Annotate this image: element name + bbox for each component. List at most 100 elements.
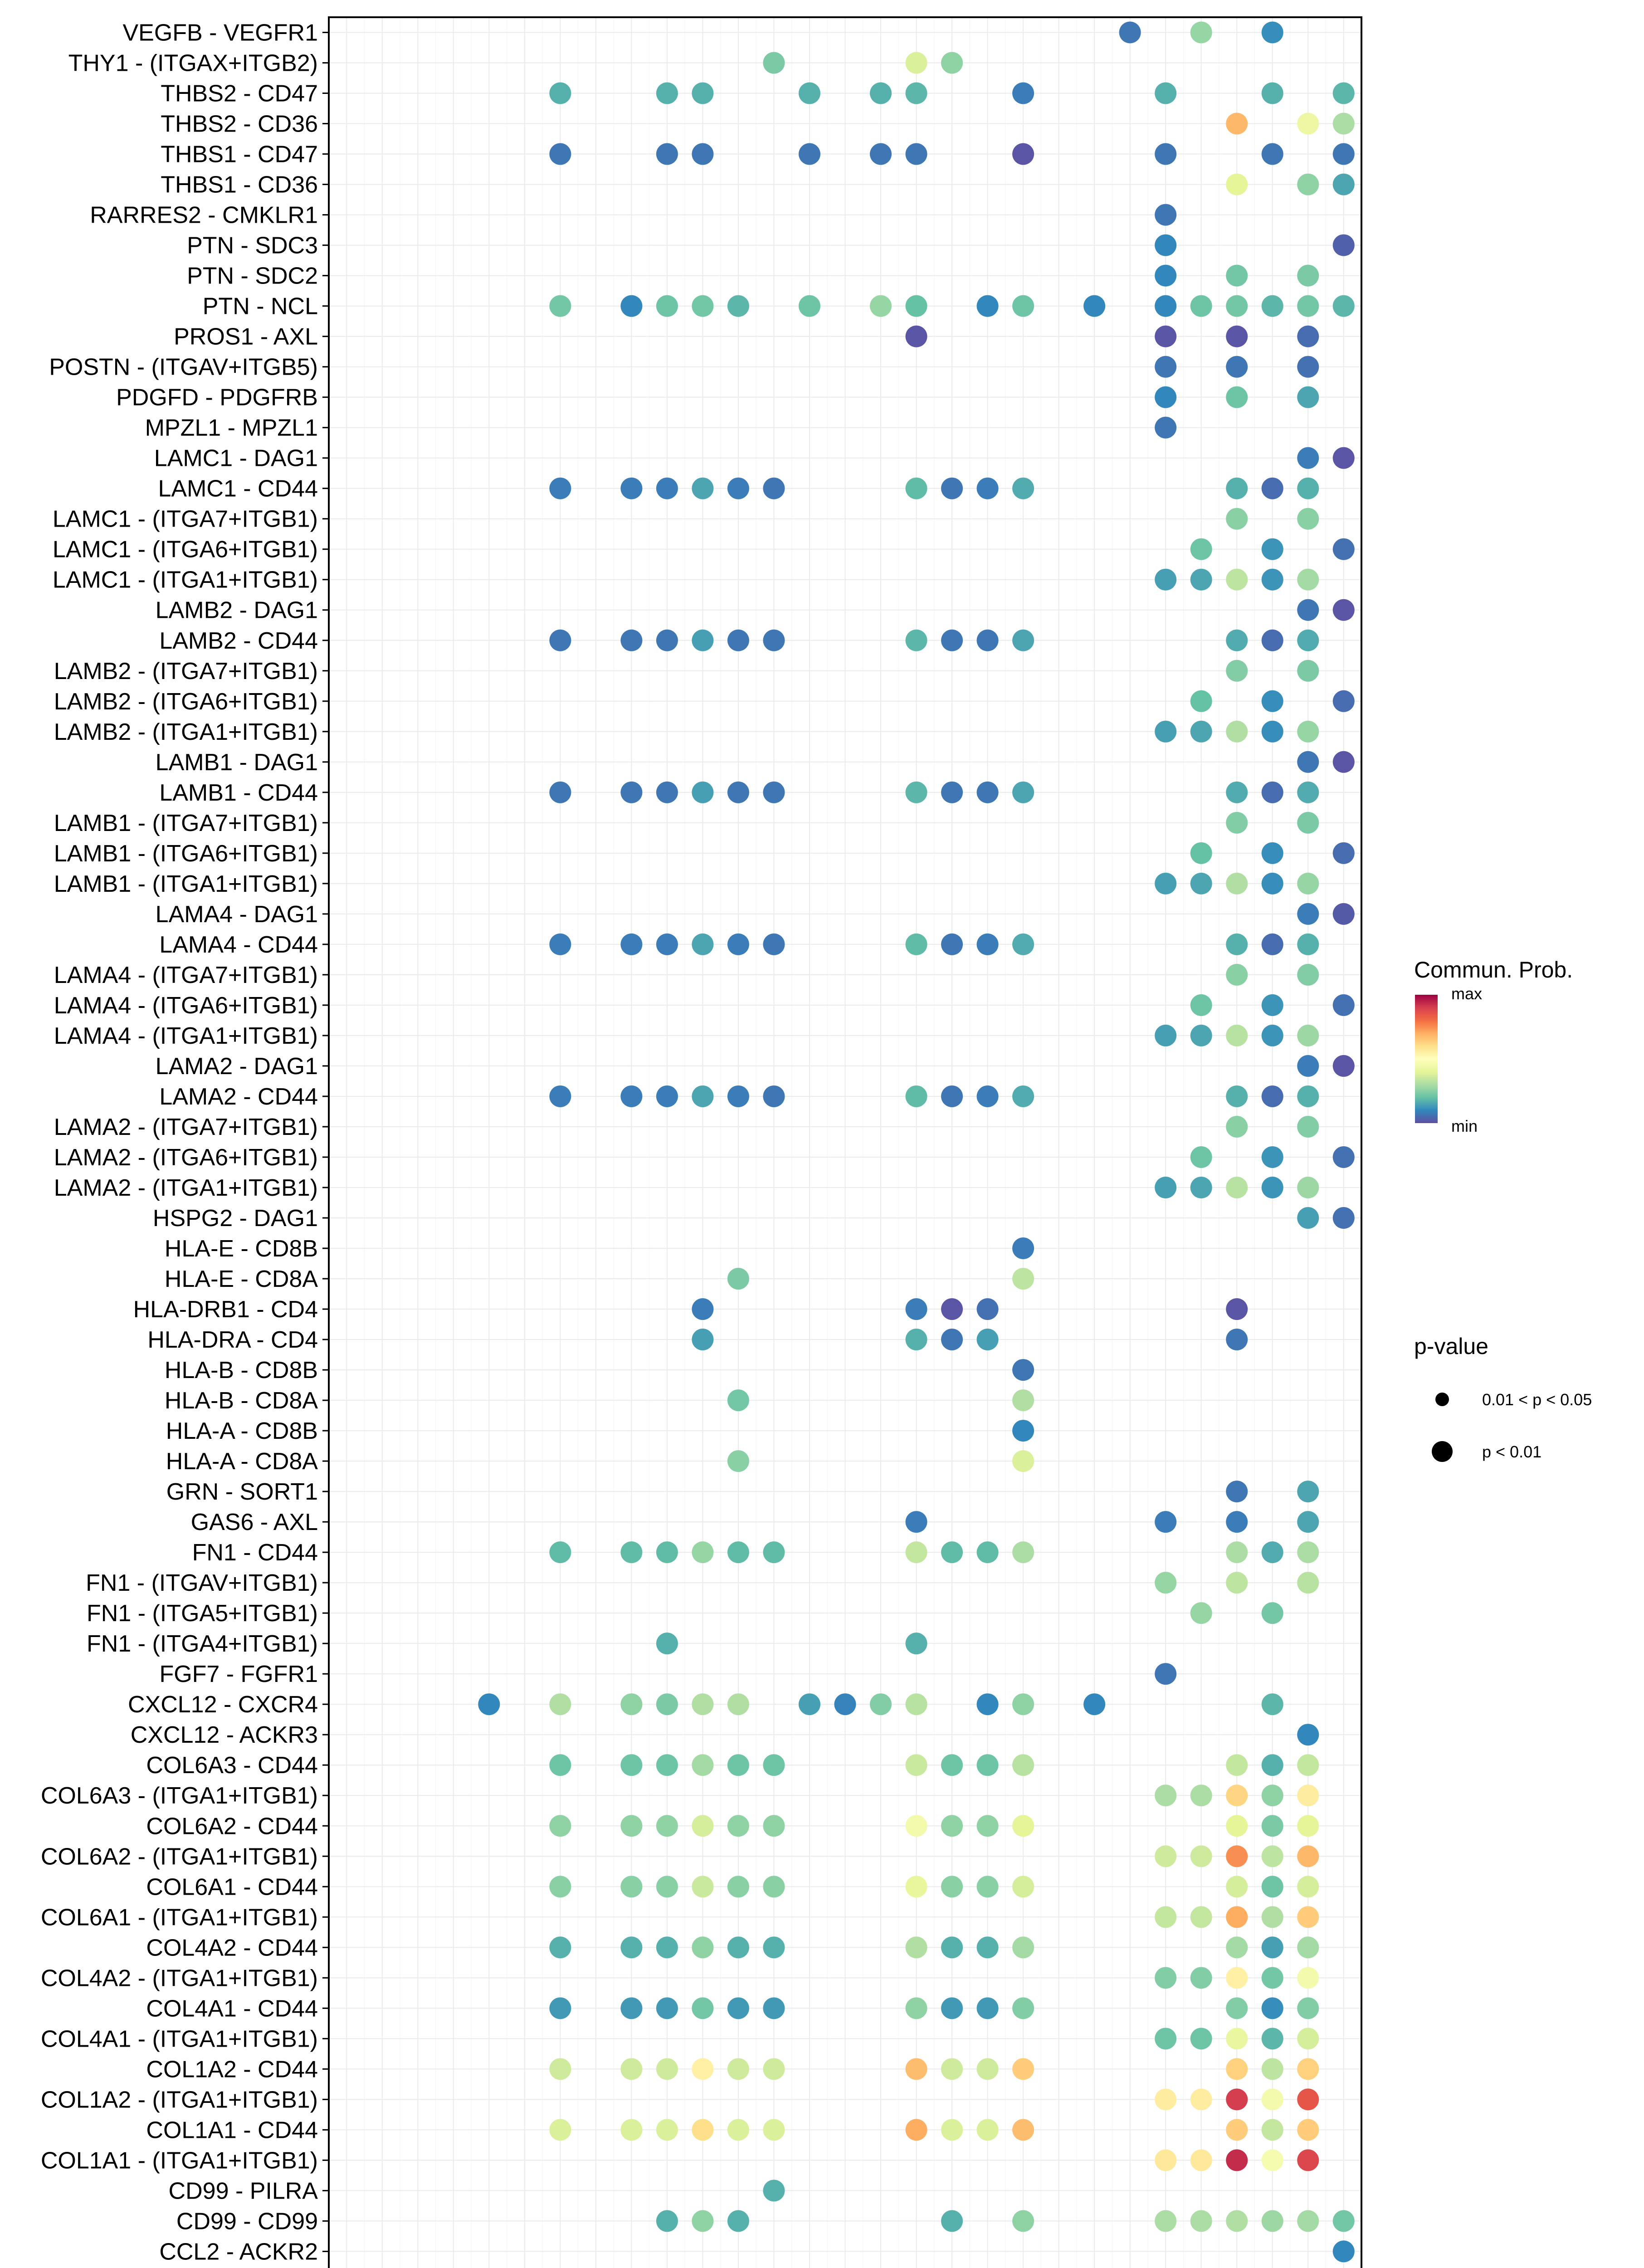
data-point: [1297, 1176, 1319, 1198]
data-point: [692, 2119, 714, 2141]
data-point: [549, 1936, 571, 1959]
data-point: [941, 1085, 963, 1107]
data-point: [656, 82, 678, 104]
data-point: [1012, 1450, 1034, 1472]
data-point: [905, 325, 927, 347]
y-tick-label: FN1 - CD44: [192, 1540, 318, 1566]
data-point: [1297, 508, 1319, 530]
data-point: [1297, 325, 1319, 347]
data-point: [905, 1633, 927, 1655]
y-tick-label: COL4A2 - CD44: [146, 1935, 318, 1961]
data-point: [1190, 295, 1212, 317]
data-point: [1261, 1024, 1283, 1046]
data-point: [1226, 1176, 1248, 1198]
data-point: [656, 2058, 678, 2080]
data-point: [1297, 173, 1319, 196]
data-point: [976, 477, 999, 499]
data-point: [692, 1936, 714, 1959]
data-point: [692, 2210, 714, 2232]
data-point: [763, 1997, 785, 2019]
y-tick-label: LAMB2 - CD44: [159, 628, 318, 654]
data-point: [1155, 1967, 1177, 1989]
data-point: [1012, 477, 1034, 499]
data-point: [620, 1085, 643, 1107]
y-tick-label: CXCL12 - ACKR3: [131, 1722, 318, 1748]
data-point: [1226, 660, 1248, 682]
y-tick-label: MPZL1 - MPZL1: [145, 415, 318, 441]
y-tick-label: THY1 - (ITGAX+ITGB2): [68, 50, 318, 77]
data-point: [1332, 1146, 1355, 1168]
y-tick-label: LAMB1 - DAG1: [156, 749, 318, 776]
data-point: [1226, 2210, 1248, 2232]
data-point: [1190, 842, 1212, 864]
data-point: [763, 2180, 785, 2202]
y-tick-label: LAMB2 - (ITGA6+ITGB1): [54, 689, 318, 715]
size-legend-title: p-value: [1414, 1334, 1488, 1359]
data-point: [1155, 1663, 1177, 1685]
data-point: [656, 1754, 678, 1776]
data-point: [656, 1085, 678, 1107]
y-tick-label: FN1 - (ITGA4+ITGB1): [87, 1631, 318, 1657]
data-point: [1190, 872, 1212, 894]
data-point: [1155, 386, 1177, 408]
data-point: [692, 82, 714, 104]
data-point: [1155, 356, 1177, 378]
data-point: [1226, 1298, 1248, 1320]
data-point: [727, 1541, 749, 1564]
data-point: [905, 1511, 927, 1533]
data-point: [692, 1815, 714, 1837]
data-point: [1297, 295, 1319, 317]
y-tick-label: LAMB1 - CD44: [159, 780, 318, 806]
data-point: [976, 1541, 999, 1564]
data-point: [1261, 1845, 1283, 1867]
data-point: [1261, 2119, 1283, 2141]
data-point: [1190, 2210, 1212, 2232]
y-tick-label: LAMA4 - (ITGA6+ITGB1): [54, 992, 318, 1019]
data-point: [1226, 2088, 1248, 2111]
data-point: [1012, 1541, 1034, 1564]
data-point: [1190, 21, 1212, 44]
data-point: [976, 2119, 999, 2141]
data-point: [763, 1936, 785, 1959]
size-legend-small-key: [1435, 1393, 1449, 1406]
data-point: [905, 933, 927, 955]
data-point: [1297, 1511, 1319, 1533]
data-point: [1226, 295, 1248, 317]
data-point: [1297, 1481, 1319, 1503]
data-point: [727, 2119, 749, 2141]
data-point: [1155, 720, 1177, 743]
data-point: [1226, 1481, 1248, 1503]
data-point: [549, 1754, 571, 1776]
y-tick-label: LAMC1 - (ITGA1+ITGB1): [53, 567, 318, 593]
data-point: [1226, 477, 1248, 499]
data-point: [727, 2210, 749, 2232]
data-point: [1297, 599, 1319, 621]
data-point: [763, 629, 785, 651]
data-point: [976, 781, 999, 803]
data-point: [1261, 2028, 1283, 2050]
data-point: [692, 781, 714, 803]
data-point: [763, 1754, 785, 1776]
data-point: [1190, 1602, 1212, 1624]
data-point: [1297, 112, 1319, 135]
y-tick-label: HLA-B - CD8B: [165, 1357, 318, 1383]
y-tick-label: THBS2 - CD36: [161, 111, 318, 137]
data-point: [834, 1693, 856, 1716]
data-point: [1297, 781, 1319, 803]
data-point: [1012, 2119, 1034, 2141]
data-point: [1226, 112, 1248, 135]
y-tick-label: CCL2 - ACKR2: [159, 2239, 318, 2265]
data-point: [1332, 2210, 1355, 2232]
data-point: [549, 1693, 571, 1716]
data-point: [727, 1693, 749, 1716]
data-point: [905, 295, 927, 317]
data-point: [976, 1085, 999, 1107]
data-point: [1226, 629, 1248, 651]
y-tick-label: LAMA4 - DAG1: [156, 901, 318, 928]
data-point: [1012, 1754, 1034, 1776]
data-point: [941, 2119, 963, 2141]
y-tick-label: LAMB1 - (ITGA7+ITGB1): [54, 810, 318, 836]
y-tick-label: FN1 - (ITGA5+ITGB1): [87, 1600, 318, 1627]
data-point: [1155, 295, 1177, 317]
